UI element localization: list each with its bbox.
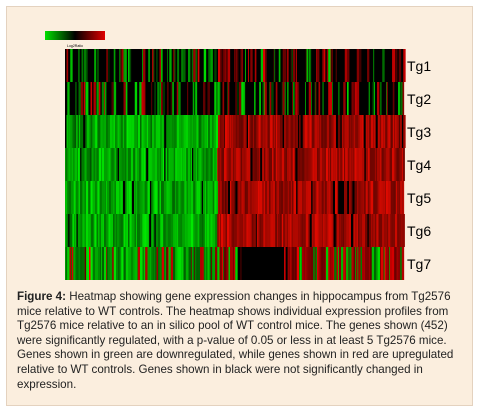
row-label-tg2: Tg2 (407, 91, 432, 107)
row-label-tg6: Tg6 (407, 223, 432, 239)
row-label-tg4: Tg4 (407, 157, 432, 173)
row-label-tg7: Tg7 (407, 256, 432, 272)
caption-label: Figure 4: (17, 290, 66, 303)
caption-text: Heatmap showing gene expression changes … (17, 290, 454, 391)
figure-panel: Log2Ratio Tg1 Tg2 Tg3 Tg4 Tg5 Tg6 Tg7 Figure 4… (6, 6, 473, 406)
heatmap-cells (65, 49, 406, 280)
color-scale-label: Log2Ratio (67, 44, 83, 48)
color-scale-bar (45, 31, 105, 40)
figure-caption: Figure 4: Heatmap showing gene expressio… (17, 290, 465, 392)
row-label-tg1: Tg1 (407, 58, 432, 74)
row-label-tg3: Tg3 (407, 124, 432, 140)
row-label-tg5: Tg5 (407, 190, 432, 206)
heatmap-plot: Log2Ratio (45, 31, 406, 280)
row-labels: Tg1 Tg2 Tg3 Tg4 Tg5 Tg6 Tg7 (407, 51, 467, 282)
